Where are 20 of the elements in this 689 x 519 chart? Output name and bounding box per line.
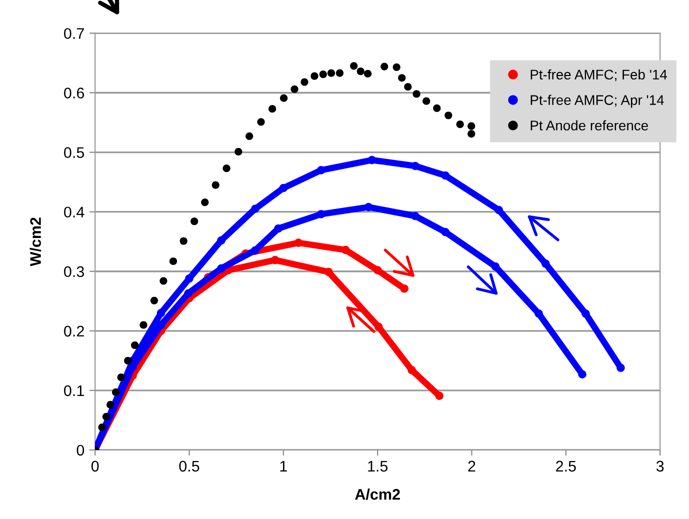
x-tick-label: 1 [280, 460, 287, 472]
y-tick-label: 0.1 [64, 385, 84, 396]
y-tick-label: 0.3 [64, 266, 84, 278]
y-tick-label: 0.6 [64, 88, 84, 98]
y-tick-label: 0.5 [64, 147, 84, 158]
legend-label: Pt-free AMFC; Apr '14 [530, 94, 664, 108]
x-tick-label: 0 [91, 460, 99, 472]
y-tick-label: 0 [76, 444, 84, 456]
y-axis-title: W/cm2 [30, 218, 42, 266]
x-tick-label: 3 [656, 460, 664, 472]
x-tick-label: 0.5 [179, 460, 200, 472]
y-tick-label: 0.7 [64, 28, 84, 39]
x-tick-label: 1.5 [368, 460, 388, 472]
y-tick-label: 0.2 [64, 326, 84, 337]
x-tick-label: 2.5 [556, 460, 576, 472]
legend-label: Pt-free AMFC; Feb '14 [530, 69, 667, 82]
legend-label: Pt Anode reference [530, 120, 648, 130]
x-tick-label: 2 [468, 460, 476, 472]
x-axis-title: A/cm2 [355, 488, 400, 500]
y-tick-label: 0.4 [64, 206, 84, 218]
